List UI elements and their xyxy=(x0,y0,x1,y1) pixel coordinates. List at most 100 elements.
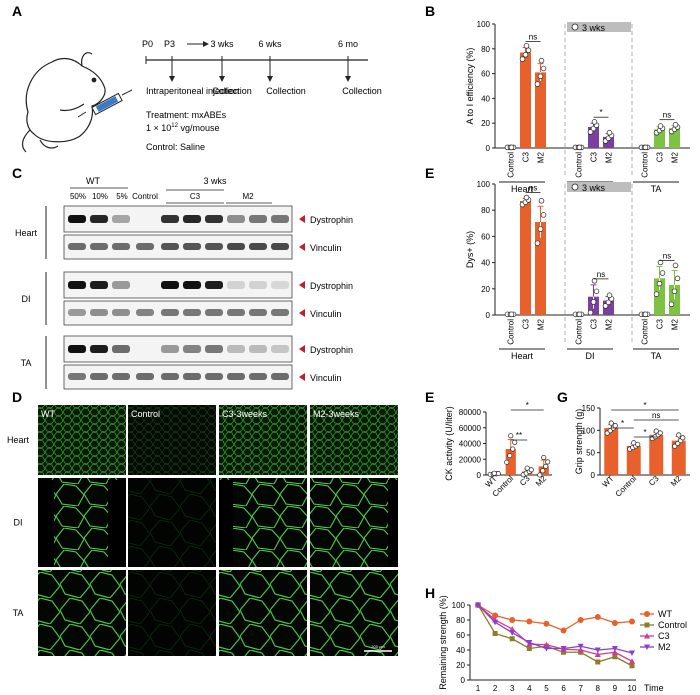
y-tick-label: 20000 xyxy=(459,455,482,464)
x-tick-label: M2 xyxy=(671,318,680,330)
blot-band xyxy=(68,215,86,223)
data-point xyxy=(680,435,686,441)
bar xyxy=(654,129,665,148)
data-point xyxy=(674,275,681,282)
blot-band xyxy=(227,373,245,380)
y-tick-label: 0 xyxy=(461,676,466,685)
line-marker xyxy=(526,618,533,625)
data-point xyxy=(653,428,659,434)
x-tick-label: Control xyxy=(507,319,516,345)
blot-band xyxy=(205,243,223,250)
data-point xyxy=(672,122,679,128)
collection-label: Collection xyxy=(342,86,382,96)
y-tick-label: 80000 xyxy=(459,408,482,417)
blot-band xyxy=(271,309,289,316)
x-tick-label: C3 xyxy=(656,151,665,162)
blot-band xyxy=(205,309,223,316)
x-tick-label: 4 xyxy=(527,684,532,693)
blot-band xyxy=(249,373,267,380)
line-marker xyxy=(526,646,532,651)
line-marker xyxy=(629,650,635,656)
blot-band xyxy=(205,281,223,289)
panel-letter-b: B xyxy=(425,3,435,19)
blot-band xyxy=(161,281,179,289)
blot-band xyxy=(136,309,154,316)
y-tick-label: 100 xyxy=(452,601,466,610)
blot-band xyxy=(271,243,289,250)
data-point xyxy=(657,259,664,266)
micrograph-row-label: DI xyxy=(14,518,23,528)
blot-band xyxy=(249,309,267,316)
blot-band xyxy=(271,373,289,380)
blot-group-1: DI Dystrophin Vinculin xyxy=(22,271,353,326)
timeline-tick-label: P0 xyxy=(142,39,153,49)
y-tick-label: 60 xyxy=(481,70,490,79)
data-point xyxy=(524,465,530,471)
data-point xyxy=(642,311,649,318)
data-point xyxy=(538,198,545,204)
line-marker xyxy=(543,620,550,627)
line-marker xyxy=(509,626,516,632)
chart-B: 0 20 40 60 80 100 A to I efficiency (%) Control… xyxy=(465,20,690,194)
blot-band xyxy=(249,215,267,223)
chart-H: 0 20 40 60 80 100 1 2 3 4 5 6 7 8 9 10 Time Remaining str… xyxy=(438,595,687,693)
y-tick-label: 20 xyxy=(481,285,490,294)
blot-band xyxy=(68,243,86,250)
y-tick-label: 60 xyxy=(481,232,490,241)
blot-band xyxy=(227,243,245,250)
x-tick-label: WT xyxy=(601,474,616,489)
line-marker xyxy=(543,646,550,652)
y-tick-label: 100 xyxy=(582,426,596,435)
x-tick-label: Control xyxy=(641,152,650,178)
data-point xyxy=(593,288,600,295)
data-point xyxy=(504,459,510,465)
y-tick-label: 60000 xyxy=(459,424,482,433)
micrograph-column-label: C3-3weeks xyxy=(222,409,268,419)
legend-label: 3 wks xyxy=(582,183,606,193)
significance-label: * xyxy=(599,108,602,117)
bar xyxy=(588,126,599,148)
panel-letter-c: C xyxy=(12,165,22,181)
line-marker xyxy=(644,633,650,639)
group-label: Heart xyxy=(511,184,534,194)
x-tick-label: 9 xyxy=(613,684,618,693)
micrograph-row-label: Heart xyxy=(7,435,30,445)
line-marker xyxy=(492,631,498,636)
line-marker xyxy=(543,641,550,648)
significance-label: ns xyxy=(529,33,537,42)
data-point xyxy=(606,292,613,299)
data-point xyxy=(508,311,515,318)
data-point xyxy=(602,303,609,309)
blot-band xyxy=(68,281,86,289)
data-point xyxy=(537,472,543,478)
data-point xyxy=(675,440,681,446)
micrograph-dark-band xyxy=(388,480,398,567)
micrograph-column-label: Control xyxy=(131,409,160,419)
blot-label-vinculin: Vinculin xyxy=(310,373,341,383)
x-tick-label: 7 xyxy=(578,684,583,693)
x-axis-label: Time xyxy=(644,683,664,693)
group-label: Heart xyxy=(511,351,534,361)
y-axis-label: Remaining strength (%) xyxy=(438,595,448,690)
injection-label: Intraperitoneal injection xyxy=(146,86,239,96)
collection-label: Collection xyxy=(266,86,306,96)
data-point xyxy=(507,453,513,459)
blot-header-wt: WT xyxy=(86,176,100,186)
data-point xyxy=(653,291,660,297)
line-marker xyxy=(509,636,515,642)
data-point xyxy=(590,125,597,132)
significance-label: ns xyxy=(652,411,660,420)
treatment-label: Treatment: mxABEs xyxy=(146,110,227,120)
legend-label: WT xyxy=(658,609,672,619)
y-tick-label: 40 xyxy=(481,94,490,103)
blot-band xyxy=(112,281,130,289)
collection-label: Collection xyxy=(212,86,252,96)
significance-label: ns xyxy=(663,111,671,120)
data-point xyxy=(576,144,583,151)
data-point xyxy=(671,288,678,295)
y-axis-label: Dys+ (%) xyxy=(465,231,475,268)
legend-label: Control xyxy=(658,620,687,630)
data-point xyxy=(672,443,678,449)
blot-label-dystrophin: Dystrophin xyxy=(310,215,353,225)
